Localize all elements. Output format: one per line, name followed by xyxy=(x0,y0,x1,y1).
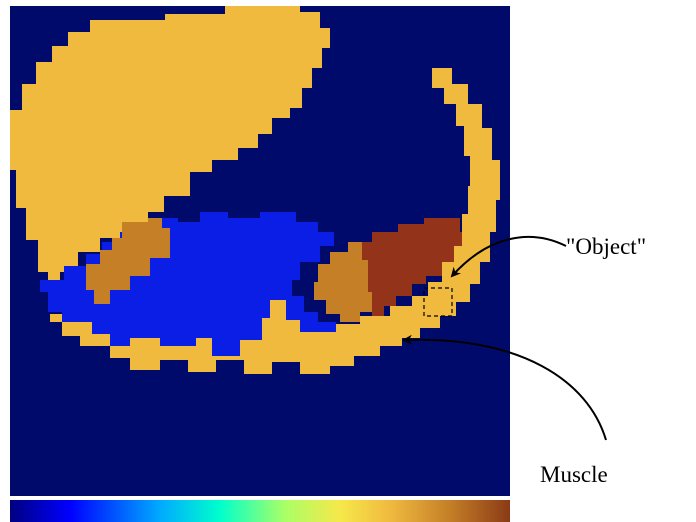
yellow-rim-region xyxy=(50,68,500,374)
object-arrow xyxy=(450,235,567,278)
colorbar xyxy=(10,500,510,522)
yellow-organ-region xyxy=(10,6,330,288)
muscle-arrow xyxy=(402,334,607,441)
orange-region-left xyxy=(86,218,170,304)
brown-region xyxy=(362,218,462,316)
object-marker-box xyxy=(423,287,453,317)
object-label: "Object" xyxy=(566,234,646,259)
muscle-label: Muscle xyxy=(540,462,608,487)
orange-region-right xyxy=(314,242,372,322)
